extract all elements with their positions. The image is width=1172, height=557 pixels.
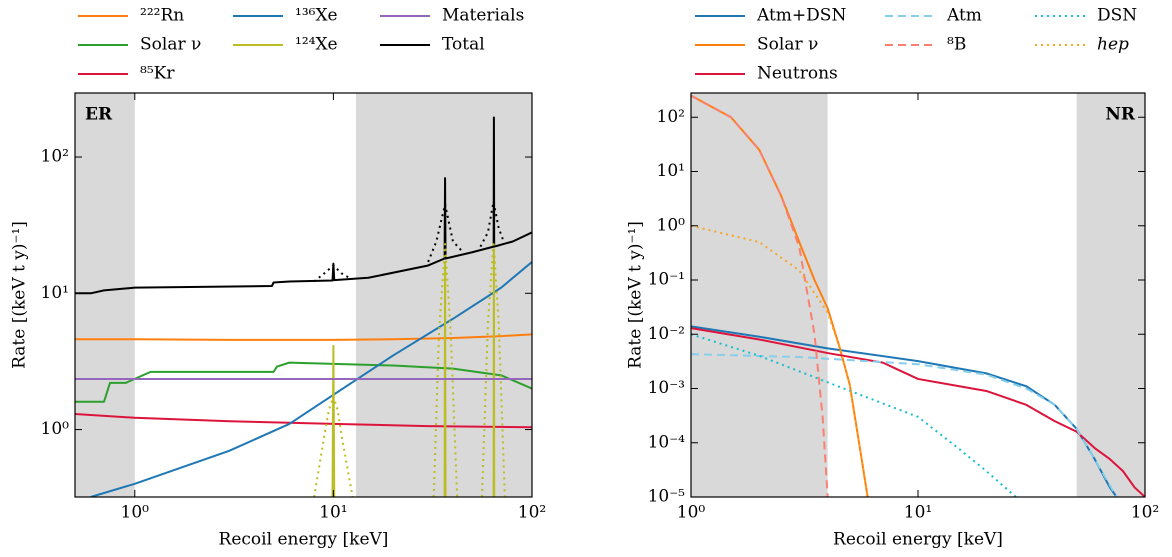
y-tick-label: 10⁻⁵ [648, 487, 686, 507]
y-axis-label: Rate [(keV t y)⁻¹] [10, 221, 30, 369]
y-tick-label: 10⁻⁴ [648, 432, 686, 452]
axes-frame [74, 92, 533, 498]
series-line [75, 361, 532, 403]
shaded-region [691, 93, 828, 497]
panel-label: ER [85, 105, 113, 125]
x-tick-label: 10¹ [319, 503, 347, 523]
legend-label: Atm [946, 6, 982, 26]
legend-label: Solar ν [140, 35, 201, 55]
y-tick-label: 10¹ [41, 283, 69, 303]
y-tick-label: 10⁻² [648, 324, 685, 344]
x-tick-label: 10⁰ [677, 503, 706, 523]
legend-label: ⁸B [947, 35, 966, 55]
legend-label: Atm+DSN [756, 6, 846, 26]
legend-label: ¹³⁶Xe [295, 6, 338, 26]
y-tick-label: 10² [41, 147, 69, 167]
series-line [75, 116, 532, 295]
panel-label: NR [1105, 105, 1136, 125]
y-tick-label: 10⁰ [657, 215, 686, 235]
y-tick-label: 10¹ [657, 161, 685, 181]
shaded-region [75, 93, 135, 497]
legend-label: Materials [442, 6, 524, 26]
series-line [691, 353, 1118, 497]
legend-label: Solar ν [757, 35, 818, 55]
y-tick-label: 10⁻³ [648, 378, 685, 398]
series-line [691, 327, 1145, 497]
y-tick-label: 10⁰ [41, 419, 70, 439]
legend-label: Total [442, 35, 485, 55]
shaded-region [1076, 93, 1145, 497]
legend-label: ²²²Rn [140, 6, 184, 26]
y-axis-label: Rate [(keV t y)⁻¹] [626, 221, 646, 369]
y-tick-label: 10² [657, 107, 685, 127]
series-line [691, 94, 829, 497]
x-tick-label: 10² [518, 503, 546, 523]
series-line [691, 224, 869, 497]
plot-area [691, 93, 1145, 497]
x-tick-label: 10⁰ [121, 503, 150, 523]
legend-label: ¹²⁴Xe [295, 35, 338, 55]
legend-label: hep [1097, 35, 1129, 55]
series-line [313, 200, 505, 283]
x-tick-label: 10¹ [904, 503, 932, 523]
series-line [313, 240, 506, 497]
x-axis-label: Recoil energy [keV] [219, 530, 389, 550]
y-tick-label: 10⁻¹ [648, 270, 685, 290]
legend-label: Neutrons [757, 64, 838, 84]
x-tick-label: 10² [1131, 503, 1159, 523]
series-line [691, 333, 1017, 497]
plot-area [75, 93, 532, 497]
x-axis-label: Recoil energy [keV] [833, 530, 1003, 550]
legend-label: DSN [1097, 6, 1137, 26]
legend-label: ⁸⁵Kr [140, 64, 175, 84]
